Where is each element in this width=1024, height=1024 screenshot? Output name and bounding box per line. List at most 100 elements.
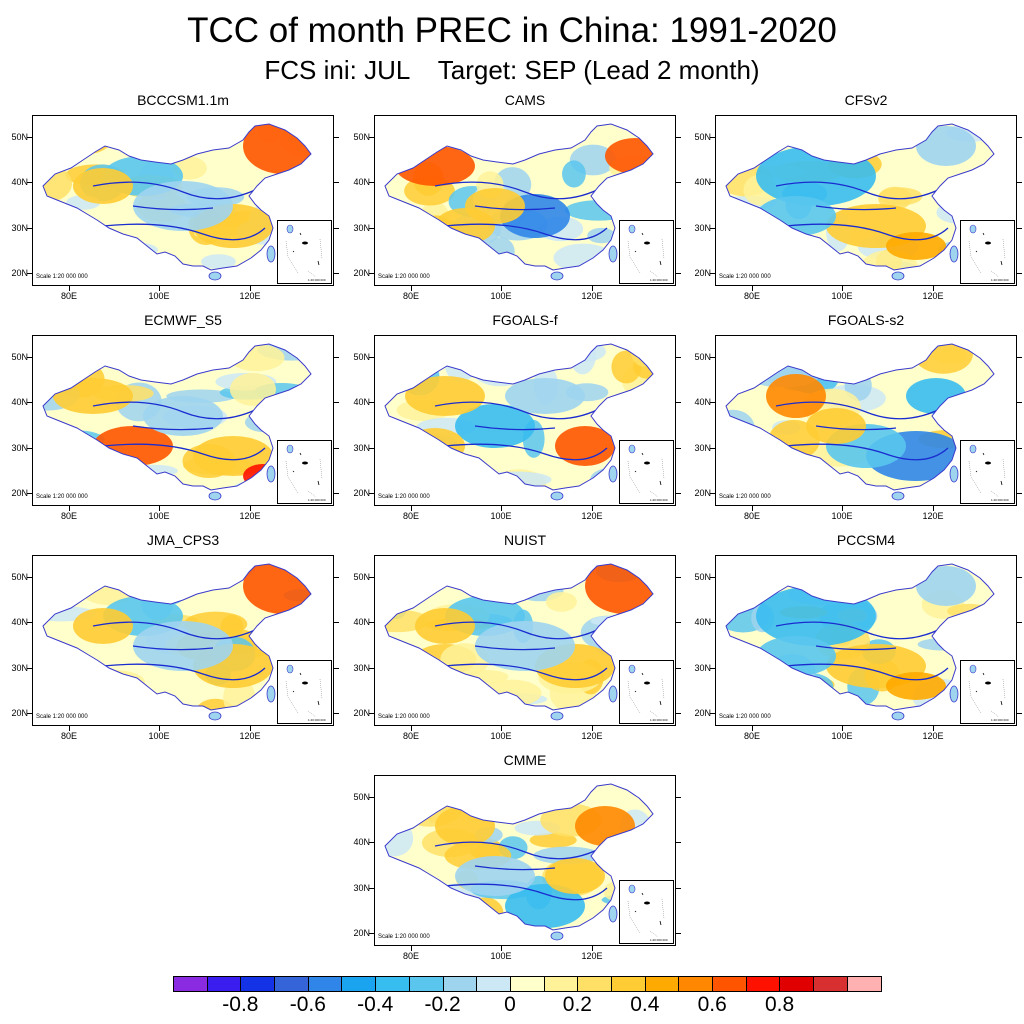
longitude-label: 80E <box>743 731 760 741</box>
latitude-tick <box>334 402 339 403</box>
longitude-label: 100E <box>490 291 512 301</box>
south-china-sea-inset: 1:40 000 000 <box>277 440 332 504</box>
latitude-tick <box>369 493 374 494</box>
latitude-label: 40N <box>353 617 370 627</box>
longitude-label: 120E <box>239 731 261 741</box>
precipitation-map <box>384 783 654 941</box>
longitude-tick <box>933 726 934 731</box>
colorbar-label: 0.4 <box>630 993 660 1016</box>
latitude-tick <box>369 713 374 714</box>
latitude-label: 30N <box>11 663 28 673</box>
longitude-tick <box>752 506 753 511</box>
latitude-tick <box>710 493 715 494</box>
colorbar-swatch <box>376 977 410 991</box>
latitude-tick <box>676 842 681 843</box>
map-scale-label: Scale 1:20 000 000 <box>36 494 88 500</box>
latitude-tick <box>1017 668 1022 669</box>
latitude-tick <box>710 357 715 358</box>
map-frame: Scale 1:20 000 000 1:40 000 000 <box>374 115 676 286</box>
longitude-tick <box>842 286 843 291</box>
inset-islands: 1:40 000 000 <box>285 664 326 722</box>
latitude-label: 20N <box>353 268 370 278</box>
longitude-label: 100E <box>148 511 170 521</box>
longitude-label: 120E <box>581 951 603 961</box>
latitude-label: 50N <box>11 572 28 582</box>
latitude-tick <box>334 182 339 183</box>
colorbar-swatch <box>207 977 242 991</box>
panel-title: CMME <box>503 752 547 768</box>
latitude-tick <box>334 577 339 578</box>
latitude-label: 20N <box>11 268 28 278</box>
longitude-tick <box>159 726 160 731</box>
longitude-label: 100E <box>490 511 512 521</box>
latitude-label: 50N <box>353 792 370 802</box>
longitude-label: 120E <box>922 731 944 741</box>
latitude-tick <box>676 137 681 138</box>
longitude-tick <box>411 726 412 731</box>
latitude-tick <box>27 273 32 274</box>
longitude-tick <box>159 286 160 291</box>
latitude-tick <box>334 448 339 449</box>
colorbar-swatch <box>477 977 511 991</box>
map-scale-label: Scale 1:20 000 000 <box>719 714 771 720</box>
longitude-tick <box>933 506 934 511</box>
latitude-label: 20N <box>11 488 28 498</box>
svg-text:1:40 000 000: 1:40 000 000 <box>650 278 668 282</box>
longitude-tick <box>69 506 70 511</box>
latitude-tick <box>676 888 681 889</box>
latitude-tick <box>1017 137 1022 138</box>
latitude-label: 20N <box>353 488 370 498</box>
latitude-label: 20N <box>694 708 711 718</box>
south-china-sea-inset: 1:40 000 000 <box>619 880 674 944</box>
colorbar-label: -0.8 <box>222 993 259 1016</box>
colorbar-swatch <box>409 977 444 991</box>
latitude-tick <box>710 577 715 578</box>
colorbar-label: 0 <box>504 993 516 1016</box>
latitude-tick <box>1017 273 1022 274</box>
latitude-tick <box>1017 448 1022 449</box>
south-china-sea-inset: 1:40 000 000 <box>960 660 1015 724</box>
latitude-tick <box>1017 493 1022 494</box>
longitude-tick <box>501 946 502 951</box>
latitude-label: 50N <box>353 572 370 582</box>
latitude-tick <box>369 357 374 358</box>
latitude-tick <box>369 273 374 274</box>
latitude-tick <box>676 797 681 798</box>
longitude-label: 80E <box>402 731 419 741</box>
longitude-label: 100E <box>490 731 512 741</box>
longitude-tick <box>69 726 70 731</box>
latitude-label: 50N <box>694 352 711 362</box>
map-frame: Scale 1:20 000 000 1:40 000 000 <box>32 555 334 726</box>
longitude-label: 80E <box>743 511 760 521</box>
inset-islands: 1:40 000 000 <box>285 224 326 282</box>
longitude-tick <box>592 726 593 731</box>
latitude-tick <box>369 888 374 889</box>
latitude-label: 20N <box>694 488 711 498</box>
svg-text:1:40 000 000: 1:40 000 000 <box>308 718 326 722</box>
latitude-tick <box>334 493 339 494</box>
latitude-label: 40N <box>694 397 711 407</box>
latitude-tick <box>710 668 715 669</box>
map-scale-label: Scale 1:20 000 000 <box>719 494 771 500</box>
longitude-tick <box>752 286 753 291</box>
panel-title: FGOALS-s2 <box>827 312 905 328</box>
latitude-label: 30N <box>694 223 711 233</box>
latitude-tick <box>334 137 339 138</box>
longitude-tick <box>159 506 160 511</box>
colorbar-swatch <box>443 977 478 991</box>
map-panel-cams: CAMS Scale 1:20 000 000 1:40 000 000 50N 40N… <box>353 92 681 301</box>
colorbar <box>173 976 883 992</box>
latitude-tick <box>710 402 715 403</box>
latitude-tick <box>334 668 339 669</box>
latitude-label: 30N <box>353 223 370 233</box>
longitude-label: 120E <box>581 511 603 521</box>
colorbar-swatch <box>746 977 781 991</box>
latitude-tick <box>27 668 32 669</box>
colorbar-label: -0.2 <box>424 993 461 1016</box>
longitude-label: 80E <box>402 511 419 521</box>
map-frame: Scale 1:20 000 000 1:40 000 000 <box>374 335 676 506</box>
latitude-label: 20N <box>11 708 28 718</box>
map-frame: Scale 1:20 000 000 1:40 000 000 <box>32 115 334 286</box>
latitude-tick <box>27 577 32 578</box>
latitude-tick <box>676 668 681 669</box>
